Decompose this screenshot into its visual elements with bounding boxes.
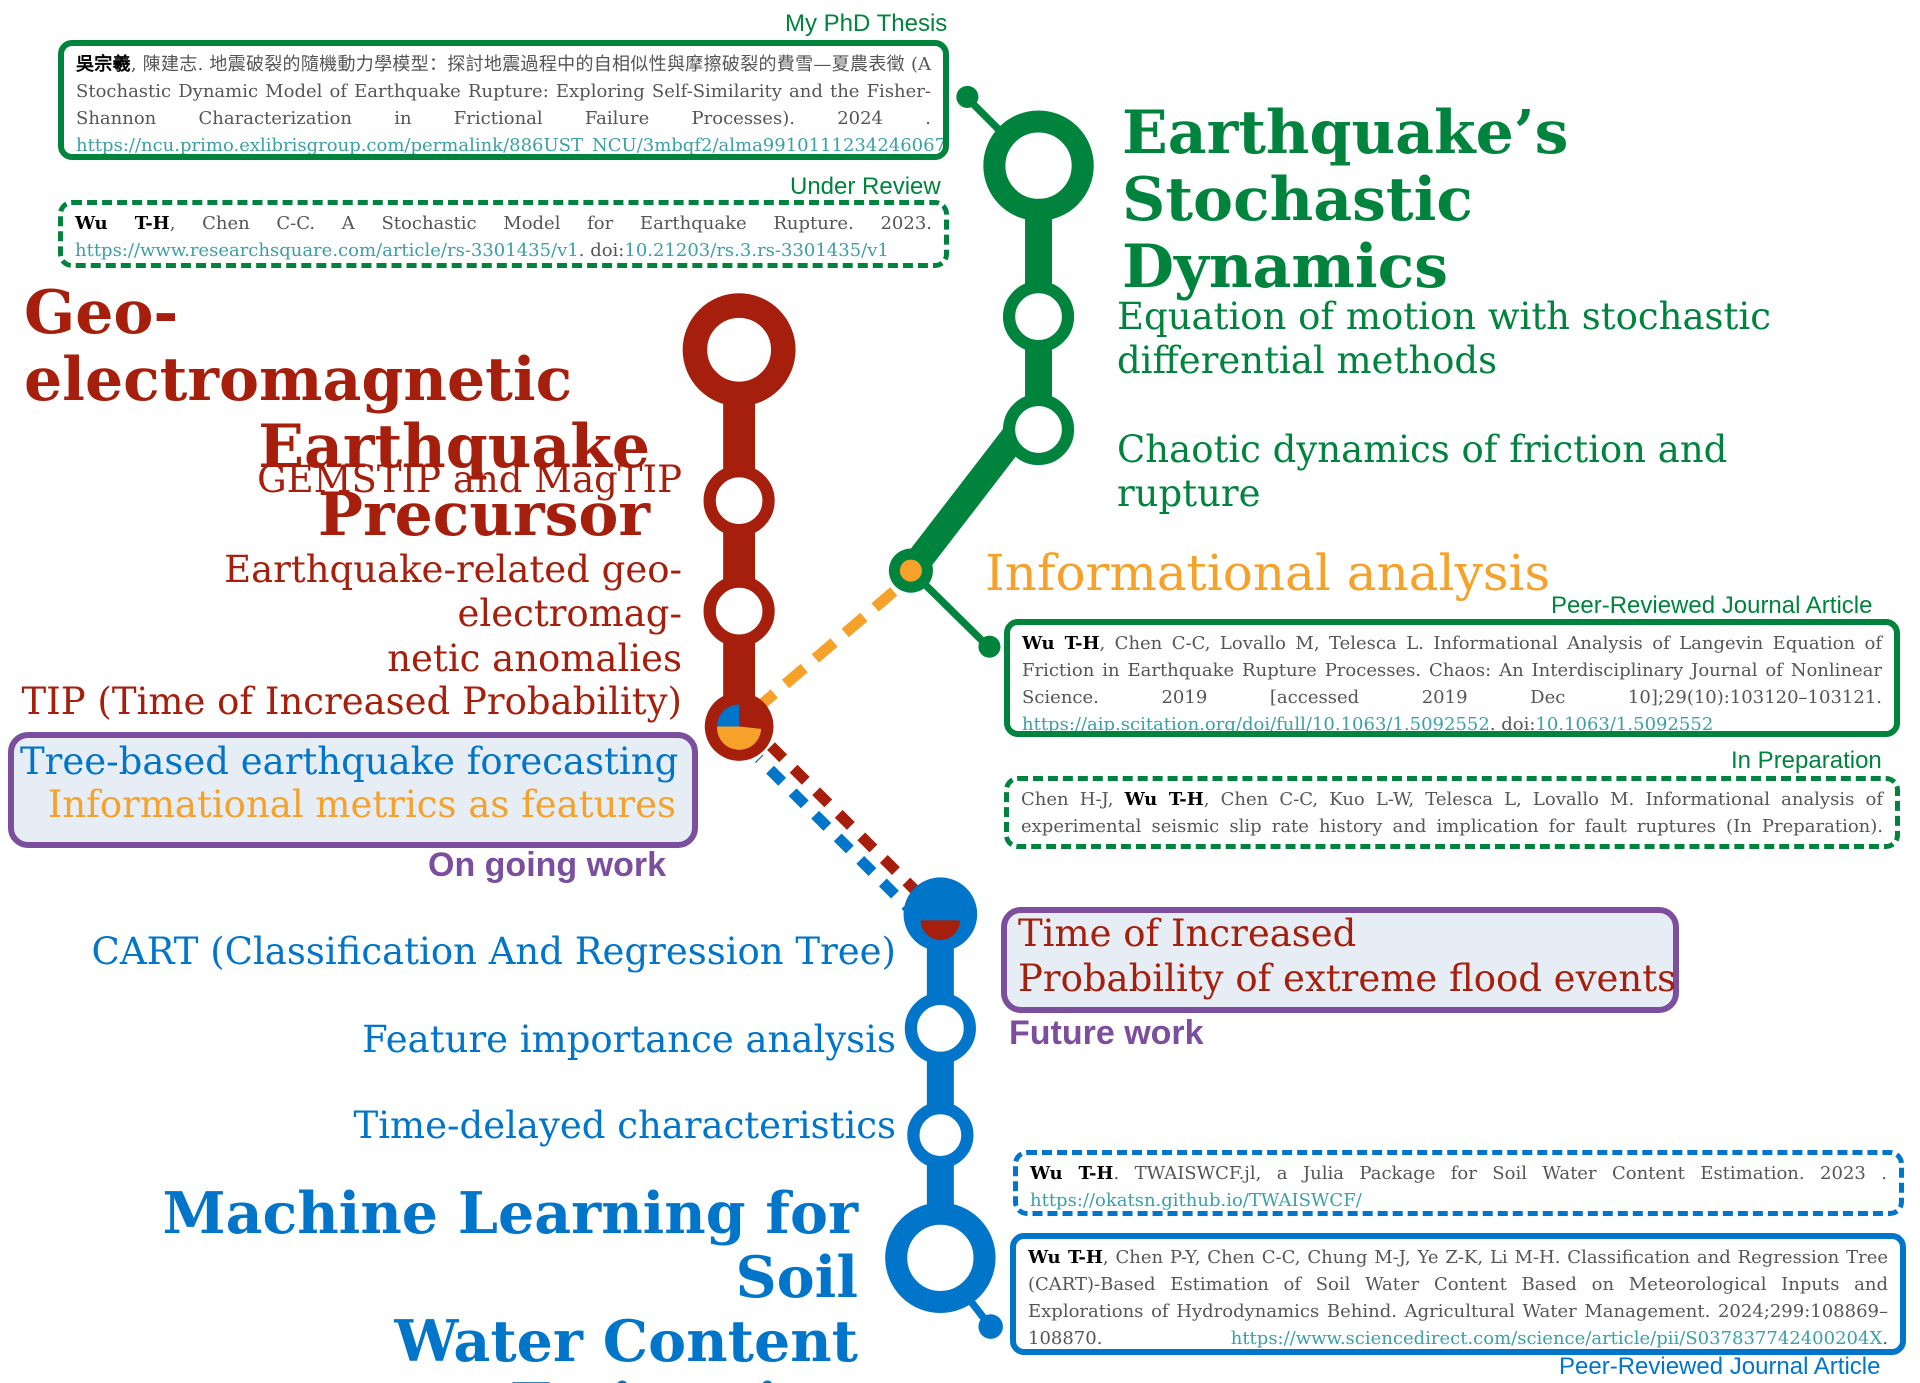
thesis-title-line-1: Earthquake’s Stochastic: [1122, 98, 1569, 236]
thesis-link[interactable]: https://ncu.primo.exlibrisgroup.com/perm…: [76, 135, 949, 156]
ongoing-line-2: Informational metrics as features: [47, 783, 676, 826]
green-terminal-station: [983, 110, 1094, 221]
ml-journal-link[interactable]: https://www.sciencedirect.com/science/ar…: [1230, 1328, 1883, 1349]
ml-journal-connector-dot: [978, 1314, 1003, 1339]
geo-title-line-1: Geo-electromagnetic: [24, 278, 573, 416]
under-review-citation: , Chen C-C. A Stochastic Model for Earth…: [169, 213, 932, 234]
red-station-label-2-line-1: Earthquake-related geo-electromag-: [224, 548, 682, 636]
in-preparation-first-author: Chen H-J,: [1021, 789, 1125, 810]
ongoing-line-1: Tree-based earthquake forecasting: [20, 740, 679, 783]
ml-journal-doi-label: . doi:: [1882, 1328, 1888, 1349]
ml-package-authors: Wu T-H: [1030, 1163, 1114, 1184]
geo-title: Geo-electromagnetic Earthquake Precursor: [10, 278, 650, 550]
flood-station: [903, 877, 978, 952]
future-work-label: Future work: [1009, 1014, 1204, 1052]
blue-station-2: [907, 1101, 974, 1169]
tip-station-orange-segment: [716, 726, 762, 750]
in-preparation-tag: In Preparation: [1731, 747, 1882, 774]
blue-terminal-station: [885, 1202, 996, 1314]
green-station-2: [1002, 393, 1075, 466]
ml-package-reference: Wu T-H. TWAISWCF.jl, a Julia Package for…: [1013, 1150, 1904, 1216]
red-station-2: [703, 575, 775, 647]
informational-journal-doi[interactable]: 10.1063/1.5092552: [1535, 714, 1714, 735]
ml-title-line-2: Water Content Estimation: [394, 1307, 858, 1383]
blue-station-label-2: Time-delayed characteristics: [353, 1104, 896, 1147]
flood-station-red-segment: [920, 920, 960, 940]
blue-station-label-0: CART (Classification And Regression Tree…: [91, 930, 896, 973]
in-preparation-authors: Wu T-H: [1124, 789, 1204, 810]
thesis-authors: 吳宗羲: [76, 54, 131, 75]
under-review-link[interactable]: https://www.researchsquare.com/article/r…: [75, 240, 579, 261]
informational-journal-reference: Wu T-H, Chen C-C, Lovallo M, Telesca L. …: [1004, 619, 1900, 737]
red-station-1: [703, 465, 775, 537]
green-station-label-1-line-1: Equation of motion with stochastic: [1117, 295, 1771, 338]
red-station-label-2-line-2: netic anomalies: [387, 636, 682, 680]
green-station-label-2-line-1: Chaotic dynamics of friction and: [1117, 428, 1728, 471]
ml-journal-tag: Peer-Reviewed Journal Article: [1559, 1353, 1881, 1380]
ml-title: Machine Learning for Soil Water Content …: [40, 1180, 859, 1383]
in-preparation-citation: , Chen C-C, Kuo L-W, Telesca L, Lovallo …: [1021, 789, 1883, 844]
under-review-doi-label: . doi:: [578, 240, 625, 261]
informational-station-core: [899, 559, 922, 582]
tip-label: TIP (Time of Increased Probability): [21, 680, 682, 723]
ml-journal-authors: Wu T-H: [1028, 1247, 1103, 1268]
orange-dashed-link: [755, 587, 898, 712]
informational-analysis-label: Informational analysis: [985, 544, 1551, 602]
blue-dashed-link: [754, 754, 915, 915]
blue-station-label-1: Feature importance analysis: [362, 1018, 896, 1061]
informational-journal-authors: Wu T-H: [1022, 633, 1100, 654]
in-preparation-reference: Chen H-J, Wu T-H, Chen C-C, Kuo L-W, Tel…: [1004, 776, 1900, 849]
informational-journal-tag: Peer-Reviewed Journal Article: [1551, 592, 1873, 619]
red-station-label-1: GEMSTIP and MagTIP: [257, 458, 682, 501]
thesis-citation: , 陳建志. 地震破裂的隨機動力學模型：探討地震過程中的自相似性與摩擦破裂的費雪…: [76, 54, 931, 129]
thesis-connector-dot: [956, 85, 979, 108]
thesis-reference: 吳宗羲, 陳建志. 地震破裂的隨機動力學模型：探討地震過程中的自相似性與摩擦破裂…: [58, 40, 949, 160]
thesis-title-line-2: Dynamics: [1122, 232, 1448, 303]
under-review-tag: Under Review: [790, 173, 941, 200]
green-station-label-1: Equation of motion with stochastic diffe…: [1117, 295, 1771, 384]
geo-title-line-2: Earthquake Precursor: [258, 412, 650, 550]
green-station-label-2-line-2: rupture: [1117, 472, 1261, 516]
tip-station-blue-segment: [717, 704, 740, 727]
green-station-label-2: Chaotic dynamics of friction and rupture: [1117, 428, 1727, 517]
ml-title-line-1: Machine Learning for Soil: [162, 1180, 859, 1311]
thesis-title: Earthquake’s Stochastic Dynamics: [1122, 98, 1920, 303]
thesis-tag: My PhD Thesis: [785, 10, 948, 37]
future-line-1: Time of Increased: [1018, 912, 1357, 955]
red-station-label-2: Earthquake-related geo-electromag- netic…: [20, 548, 682, 681]
future-work-box: [1001, 907, 1679, 1013]
under-review-doi[interactable]: 10.21203/rs.3.rs-3301435/v1: [624, 240, 889, 261]
red-terminal-station: [682, 293, 796, 407]
red-dashed-link: [767, 742, 928, 903]
ongoing-work-box: [8, 732, 698, 848]
ml-package-link[interactable]: https://okatsn.github.io/TWAISWCF/: [1030, 1190, 1362, 1211]
future-line-2: Probability of extreme flood events: [1018, 957, 1677, 1000]
informational-journal-link[interactable]: https://aip.scitation.org/doi/full/10.10…: [1022, 714, 1490, 735]
informational-journal-doi-label: . doi:: [1489, 714, 1536, 735]
ongoing-work-label: On going work: [428, 846, 666, 884]
ml-journal-citation: , Chen P-Y, Chen C-C, Chung M-J, Ye Z-K,…: [1028, 1247, 1889, 1349]
journal-connector-dot: [978, 635, 1001, 658]
blue-station-1: [904, 992, 976, 1064]
informational-journal-citation: , Chen C-C, Lovallo M, Telesca L. Inform…: [1022, 633, 1882, 708]
ml-package-citation: . TWAISWCF.jl, a Julia Package for Soil …: [1113, 1163, 1887, 1184]
under-review-authors: Wu T-H: [75, 213, 170, 234]
green-station-1: [1002, 281, 1075, 353]
under-review-reference: Wu T-H, Chen C-C. A Stochastic Model for…: [58, 200, 949, 268]
ml-journal-reference: Wu T-H, Chen P-Y, Chen C-C, Chung M-J, Y…: [1010, 1233, 1906, 1355]
green-station-label-1-line-2: differential methods: [1117, 339, 1498, 383]
